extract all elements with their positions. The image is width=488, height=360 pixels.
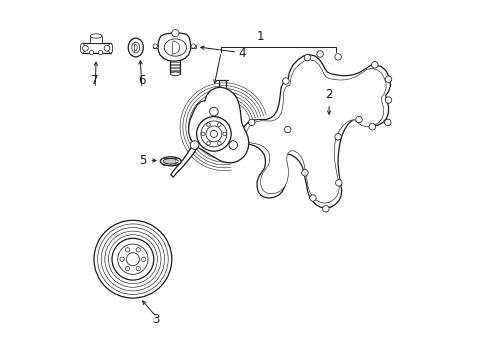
- Text: 1: 1: [256, 30, 264, 43]
- Circle shape: [104, 231, 161, 287]
- Text: 3: 3: [152, 313, 160, 326]
- Circle shape: [334, 134, 341, 140]
- Polygon shape: [190, 45, 196, 48]
- Circle shape: [282, 78, 288, 84]
- Circle shape: [322, 206, 328, 212]
- Circle shape: [210, 130, 217, 138]
- Circle shape: [89, 50, 94, 55]
- Polygon shape: [170, 140, 199, 177]
- Circle shape: [104, 45, 110, 51]
- Ellipse shape: [128, 38, 143, 57]
- Circle shape: [223, 132, 226, 136]
- Ellipse shape: [164, 39, 186, 56]
- Circle shape: [126, 253, 139, 266]
- Circle shape: [171, 30, 179, 37]
- Polygon shape: [158, 33, 190, 61]
- Circle shape: [248, 119, 254, 126]
- Circle shape: [228, 141, 237, 149]
- Polygon shape: [188, 87, 248, 163]
- Circle shape: [190, 141, 199, 149]
- Text: 5: 5: [139, 154, 146, 167]
- Polygon shape: [152, 45, 158, 48]
- Ellipse shape: [163, 158, 178, 164]
- Circle shape: [141, 257, 145, 261]
- Circle shape: [125, 266, 129, 271]
- Circle shape: [205, 126, 222, 142]
- Circle shape: [136, 248, 140, 252]
- Circle shape: [209, 107, 218, 116]
- Ellipse shape: [132, 42, 140, 53]
- Circle shape: [206, 123, 210, 126]
- Circle shape: [201, 132, 204, 136]
- Circle shape: [309, 195, 316, 201]
- Circle shape: [112, 238, 153, 280]
- Circle shape: [334, 54, 341, 60]
- Circle shape: [301, 170, 307, 176]
- Circle shape: [153, 44, 157, 48]
- Circle shape: [368, 123, 375, 130]
- Text: 7: 7: [91, 74, 99, 87]
- Text: 6: 6: [138, 74, 145, 87]
- Circle shape: [101, 228, 164, 291]
- Ellipse shape: [160, 157, 181, 166]
- Polygon shape: [241, 55, 389, 208]
- Circle shape: [206, 141, 210, 145]
- Circle shape: [217, 123, 221, 126]
- Circle shape: [118, 244, 148, 274]
- Ellipse shape: [108, 43, 113, 53]
- Ellipse shape: [170, 72, 180, 76]
- Ellipse shape: [80, 43, 84, 53]
- Circle shape: [385, 76, 391, 82]
- Polygon shape: [82, 43, 110, 53]
- Ellipse shape: [90, 34, 102, 38]
- Circle shape: [94, 220, 171, 298]
- Circle shape: [120, 257, 124, 261]
- Circle shape: [316, 51, 323, 57]
- Circle shape: [201, 121, 226, 147]
- Circle shape: [284, 126, 290, 133]
- Circle shape: [136, 266, 140, 271]
- Circle shape: [196, 117, 231, 151]
- Circle shape: [335, 180, 342, 186]
- Circle shape: [304, 54, 310, 61]
- Circle shape: [217, 141, 221, 145]
- Circle shape: [385, 97, 391, 103]
- Circle shape: [371, 62, 377, 68]
- Circle shape: [98, 224, 168, 294]
- Circle shape: [384, 119, 390, 126]
- Circle shape: [125, 248, 129, 252]
- Circle shape: [98, 50, 102, 55]
- Polygon shape: [246, 60, 386, 203]
- Circle shape: [239, 132, 245, 138]
- Circle shape: [82, 45, 88, 51]
- Circle shape: [191, 44, 195, 48]
- Circle shape: [355, 116, 362, 123]
- Text: 4: 4: [238, 47, 245, 60]
- Polygon shape: [90, 36, 102, 43]
- Circle shape: [108, 235, 157, 284]
- Text: 2: 2: [325, 88, 332, 101]
